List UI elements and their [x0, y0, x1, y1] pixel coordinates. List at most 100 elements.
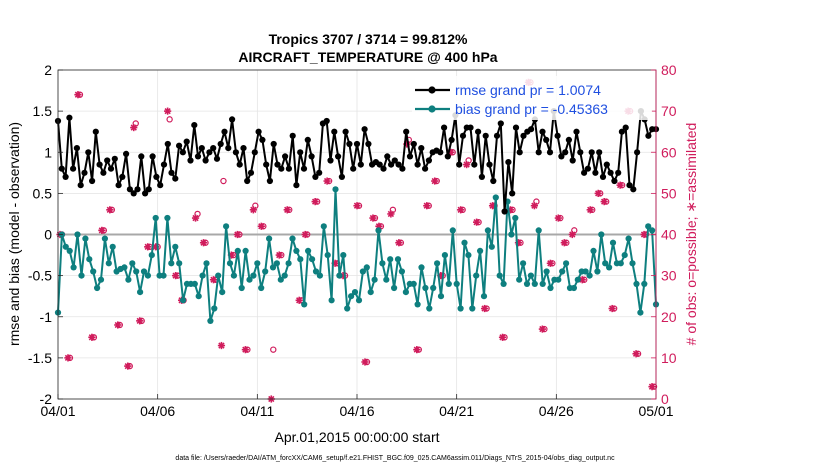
rmse-point: [73, 145, 80, 152]
rmse-point: [554, 132, 561, 139]
rmse-point: [77, 182, 84, 189]
obs-assimilated-marker: [546, 259, 554, 267]
rmse-point: [528, 126, 535, 133]
rmse-point: [183, 138, 190, 145]
obs-possible-marker: [166, 116, 173, 123]
rmse-point: [645, 132, 652, 139]
bias-point: [418, 264, 425, 271]
bias-point: [293, 247, 300, 254]
obs-assimilated-marker: [530, 202, 539, 210]
legend-rmse-marker: [428, 86, 436, 94]
bias-point: [262, 268, 269, 275]
bias-point: [144, 272, 151, 279]
rmse-point: [350, 165, 357, 172]
rmse-point: [622, 124, 629, 131]
bias-point: [219, 289, 226, 296]
obs-assimilated-marker: [199, 239, 208, 247]
obs-assimilated-marker: [473, 218, 481, 226]
rmse-point: [168, 169, 175, 176]
rmse-point: [164, 140, 171, 148]
rmse-point: [66, 114, 73, 121]
rmse-point: [599, 173, 607, 180]
rmse-point: [410, 140, 417, 148]
rmse-point: [266, 177, 273, 185]
bias-point: [602, 260, 609, 267]
rmse-point: [323, 117, 330, 125]
obs-assimilated-marker: [98, 226, 106, 234]
rmse-point: [251, 149, 258, 156]
rmse-point: [357, 161, 364, 168]
bias-point: [160, 272, 167, 279]
legend-rmse-label: rmse grand pr = 1.0074: [455, 82, 601, 98]
bias-point: [207, 317, 214, 324]
bias-point: [105, 260, 112, 267]
rmse-point: [573, 128, 580, 135]
rmse-point: [236, 161, 243, 168]
rmse-point: [274, 161, 281, 168]
obs-assimilated-marker: [106, 206, 114, 214]
bias-point: [351, 289, 359, 296]
plot-area: 04/01 04/06 04/11 04/16 04/21 04/26 05/01 2 1.5 1…: [28, 62, 677, 419]
rmse-point: [206, 149, 213, 156]
y-tick-label-left: 1: [44, 144, 52, 160]
obs-assimilated-marker: [608, 304, 616, 313]
bias-point: [348, 293, 355, 300]
bias-point: [606, 264, 613, 271]
rmse-point: [58, 165, 65, 172]
obs-assimilated-marker: [600, 198, 608, 206]
obs-assimilated-marker: [395, 239, 403, 247]
rmse-point: [516, 149, 523, 156]
bias-point: [250, 272, 257, 279]
rmse-point: [198, 145, 205, 152]
rmse-point: [225, 145, 232, 152]
bias-point: [226, 260, 234, 267]
bias-point: [500, 280, 507, 287]
axes: 04/01 04/06 04/11 04/16 04/21 04/26 05/01 2 1.5 1…: [28, 62, 677, 419]
bias-point: [74, 231, 81, 238]
obs-assimilated-marker: [74, 91, 82, 99]
bias-point: [645, 223, 652, 230]
chart-subtitle: AIRCRAFT_TEMPERATURE @ 400 hPa: [238, 49, 497, 65]
rmse-point: [448, 136, 455, 143]
rmse-point: [179, 149, 186, 156]
rmse-point: [111, 155, 118, 162]
rmse-point: [297, 149, 304, 156]
rmse-point: [335, 153, 342, 160]
rmse-point: [615, 169, 622, 176]
y-tick-label-left: 2: [44, 62, 52, 78]
bias-point: [340, 252, 347, 259]
y-tick-label-left: -2: [40, 391, 53, 407]
rmse-point: [100, 169, 107, 176]
rmse-point: [626, 182, 633, 189]
y-tick-label-left: -0.5: [28, 268, 52, 284]
bias-point: [168, 260, 175, 267]
obs-assimilated-marker: [249, 206, 257, 214]
x-axis-label: Apr.01,2015 00:00:00 start: [274, 429, 439, 445]
bias-point: [258, 284, 265, 292]
bias-point: [383, 276, 390, 283]
bias-point: [332, 186, 339, 193]
legend-box: [412, 76, 652, 120]
bias-point: [101, 235, 108, 242]
obs-assimilated-marker: [387, 210, 395, 218]
bias-point: [414, 301, 421, 308]
bias-point: [555, 276, 562, 283]
rmse-point: [338, 173, 345, 180]
rmse-point: [607, 169, 614, 176]
obs-assimilated-marker: [283, 206, 291, 214]
obs-assimilated-marker: [554, 214, 562, 222]
bias-point: [586, 272, 593, 279]
bias-point: [422, 284, 429, 292]
bias-point: [172, 243, 179, 250]
bias-point: [465, 252, 472, 259]
y-tick-label-left: -1: [40, 309, 53, 325]
rmse-point: [493, 132, 501, 139]
bias-point: [148, 252, 155, 259]
bias-point: [523, 280, 531, 287]
bias-point: [199, 272, 206, 279]
bias-point: [594, 268, 601, 275]
rmse-point: [422, 165, 429, 172]
bias-point: [449, 227, 456, 234]
obs-assimilated-marker: [311, 198, 319, 206]
y-tick-label-left: -1.5: [28, 350, 52, 366]
